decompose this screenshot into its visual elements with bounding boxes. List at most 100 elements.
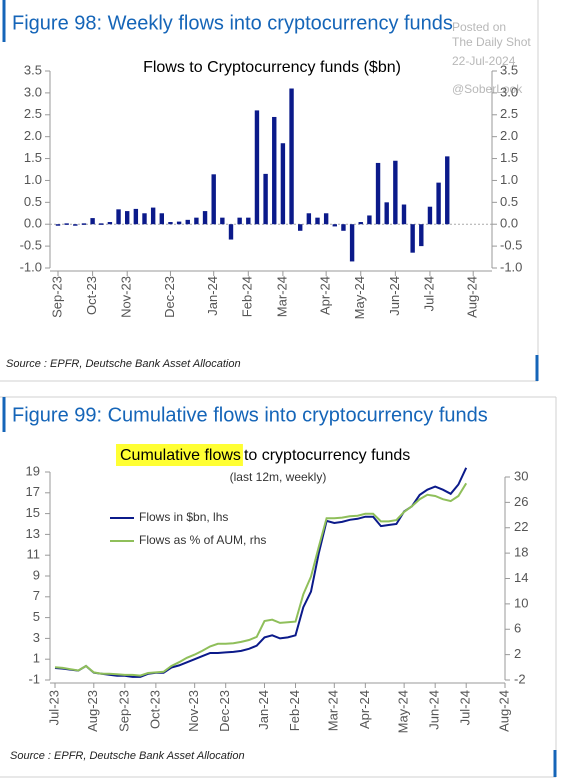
- y-tick-label: 3.5: [24, 62, 42, 77]
- bar: [237, 217, 242, 225]
- x-tick-label: Apr-24: [318, 276, 333, 315]
- chart-title: to cryptocurrency funds: [244, 447, 410, 464]
- y2-tick-label: -1.0: [500, 259, 522, 274]
- bar: [358, 222, 363, 225]
- y-tick-label: -0.5: [20, 238, 42, 253]
- y2-tick-label: -2: [514, 671, 526, 686]
- x-tick-label: Aug-24: [496, 690, 511, 732]
- x-tick-label: Aug-24: [465, 276, 480, 318]
- bar: [306, 213, 312, 225]
- bar: [332, 224, 337, 227]
- y-tick-label: 1: [33, 651, 40, 666]
- y2-tick-label: 22: [514, 519, 528, 534]
- bar: [133, 208, 139, 225]
- bar: [401, 204, 407, 225]
- legend-label: Flows as % of AUM, rhs: [139, 533, 266, 547]
- x-tick-label: Feb-24: [240, 276, 255, 317]
- bar: [341, 224, 346, 231]
- y-tick-label: 0.5: [24, 194, 42, 209]
- bar: [315, 217, 320, 225]
- source: Source : EPFR, Deutsche Bank Asset Alloc…: [10, 750, 245, 762]
- y-tick-label: 15: [26, 505, 40, 520]
- watermark: The Daily Shot: [452, 35, 531, 49]
- bar: [419, 224, 424, 247]
- bar: [436, 182, 441, 225]
- bar: [375, 162, 381, 225]
- bar: [384, 202, 389, 225]
- x-tick-label: Nov-23: [186, 690, 201, 732]
- bar: [254, 110, 260, 225]
- y-tick-label: -1: [28, 671, 40, 686]
- y2-tick-label: 10: [514, 595, 528, 610]
- chart-title: Flows to Cryptocurrency funds ($bn): [143, 59, 401, 76]
- x-tick-label: Nov-23: [119, 276, 134, 318]
- y-tick-label: 17: [26, 484, 40, 499]
- y-tick-label: -1.0: [20, 259, 42, 274]
- series-line: [54, 467, 468, 678]
- figure-title: Figure 99: Cumulative flows into cryptoc…: [12, 404, 488, 426]
- y2-tick-label: 2.0: [500, 128, 518, 143]
- y2-tick-label: 1.5: [500, 150, 518, 165]
- bar: [298, 224, 303, 231]
- y-tick-label: 5: [33, 609, 40, 624]
- x-tick-label: Jun-24: [427, 690, 442, 730]
- y-tick-label: 2.0: [24, 128, 42, 143]
- bar: [246, 217, 251, 225]
- bar: [367, 215, 372, 225]
- bar: [228, 224, 234, 240]
- y2-tick-label: 2.5: [500, 106, 518, 121]
- x-tick-label: Dec-23: [162, 276, 177, 318]
- bar: [272, 116, 277, 225]
- y2-tick-label: 18: [514, 545, 528, 560]
- bar: [427, 206, 433, 225]
- x-tick-label: Dec-23: [217, 690, 232, 732]
- source: Source : EPFR, Deutsche Bank Asset Alloc…: [6, 358, 241, 370]
- x-tick-label: Oct-23: [147, 690, 162, 729]
- x-tick-label: May-24: [396, 690, 411, 733]
- bar: [323, 213, 329, 225]
- y2-tick-label: 1.0: [500, 172, 518, 187]
- watermark: 22-Jul-2024: [452, 54, 516, 68]
- x-tick-label: May-24: [352, 276, 367, 319]
- bar: [107, 222, 113, 225]
- y2-tick-label: 0.5: [500, 194, 518, 209]
- bar: [211, 174, 216, 225]
- bar: [349, 224, 355, 262]
- x-tick-label: Mar-24: [326, 690, 341, 731]
- bar: [142, 213, 147, 225]
- y2-tick-label: 6: [514, 621, 521, 636]
- x-tick-label: Jan-24: [205, 276, 220, 316]
- y-tick-label: 13: [26, 526, 40, 541]
- bar: [410, 224, 415, 253]
- figure-title: Figure 98: Weekly flows into cryptocurre…: [12, 12, 453, 34]
- bar: [168, 222, 173, 225]
- y2-tick-label: -0.5: [500, 238, 522, 253]
- bar: [116, 209, 121, 225]
- y2-tick-label: 14: [514, 570, 528, 585]
- bar: [81, 223, 87, 225]
- x-tick-label: Apr-24: [357, 690, 372, 729]
- bar: [64, 223, 69, 225]
- bar: [185, 219, 190, 225]
- x-tick-label: Sep-23: [49, 276, 64, 318]
- bar: [159, 213, 164, 225]
- bar: [445, 156, 450, 225]
- chart-title: Cumulative flows: [120, 447, 241, 464]
- bar: [289, 88, 294, 225]
- y2-tick-label: 26: [514, 494, 528, 509]
- y2-tick-label: 2: [514, 646, 521, 661]
- bar: [194, 217, 199, 225]
- legend-label: Flows in $bn, lhs: [139, 510, 228, 524]
- x-tick-label: Jun-24: [387, 276, 402, 316]
- x-tick-label: Jul-23: [46, 690, 61, 725]
- y-tick-label: 9: [33, 567, 40, 582]
- x-tick-label: Jul-24: [421, 276, 436, 311]
- y2-tick-label: 0.0: [500, 216, 518, 231]
- y-tick-label: 3.0: [24, 84, 42, 99]
- x-tick-label: Jul-24: [458, 690, 473, 725]
- y-tick-label: 1.5: [24, 150, 42, 165]
- bar: [150, 207, 156, 225]
- x-tick-label: Feb-24: [287, 690, 302, 731]
- x-tick-label: Sep-23: [116, 690, 131, 732]
